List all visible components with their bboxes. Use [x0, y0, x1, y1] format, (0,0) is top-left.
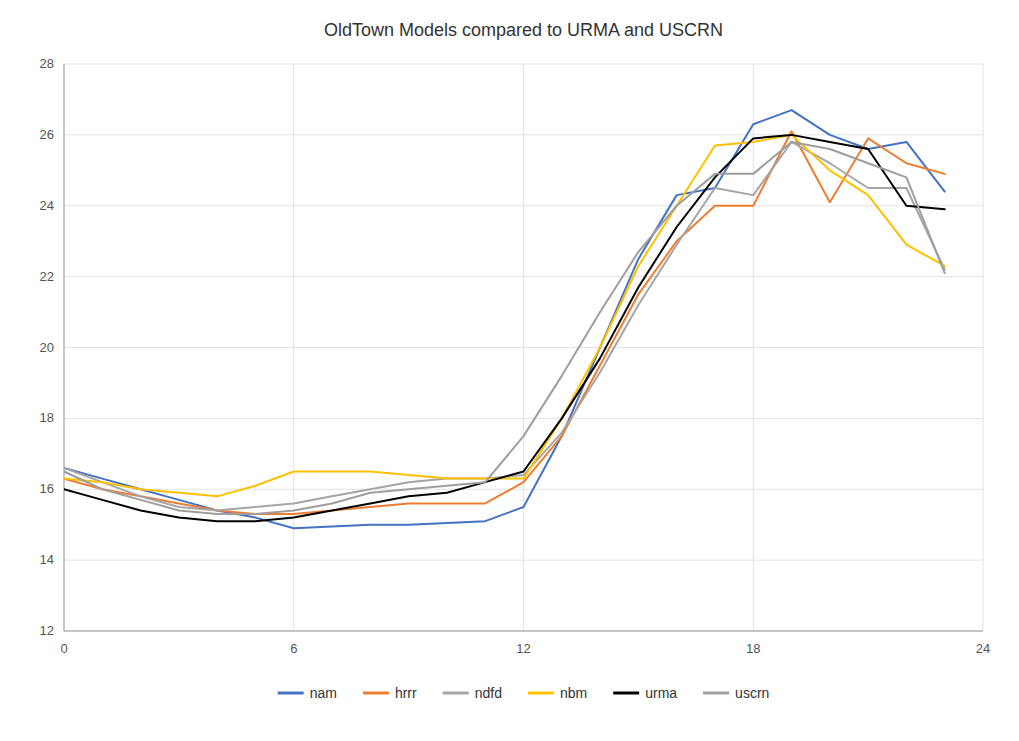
y-tick-label: 16 [40, 481, 54, 496]
series-line [64, 135, 945, 521]
x-grid-line [293, 64, 294, 631]
y-tick-label: 14 [40, 552, 54, 567]
y-tick-label: 12 [40, 623, 54, 638]
y-axis-line [64, 64, 65, 631]
y-tick-label: 24 [40, 198, 54, 213]
x-axis-line [64, 631, 983, 632]
x-tick-label: 6 [290, 641, 297, 656]
y-tick-label: 28 [40, 56, 54, 71]
y-tick-label: 18 [40, 410, 54, 425]
legend-item: hrrr [363, 685, 417, 701]
legend-label: nbm [560, 685, 587, 701]
legend-item: uscrn [703, 685, 769, 701]
series-line [64, 110, 945, 528]
y-grid-line [64, 631, 983, 632]
legend-label: urma [645, 685, 677, 701]
x-tick-label: 24 [976, 641, 990, 656]
series-line [64, 131, 945, 514]
x-grid-line [523, 64, 524, 631]
legend-label: ndfd [475, 685, 502, 701]
grid [64, 64, 983, 631]
y-tick-label: 22 [40, 269, 54, 284]
legend-item: nbm [528, 685, 587, 701]
series-line [64, 142, 945, 511]
x-tick-label: 0 [60, 641, 67, 656]
legend-label: uscrn [735, 685, 769, 701]
chart: OldTown Models compared to URMA and USCR… [0, 0, 1019, 741]
legend-label: nam [310, 685, 337, 701]
x-grid-line [753, 64, 754, 631]
legend-item: nam [278, 685, 337, 701]
legend-swatch [613, 692, 639, 695]
y-tick-label: 20 [40, 340, 54, 355]
title: OldTown Models compared to URMA and USCR… [324, 20, 723, 40]
legend: nam hrrr ndfd nbm urma uscrn [278, 685, 770, 701]
y-tick-label: 26 [40, 127, 54, 142]
x-grid-line [983, 64, 984, 631]
legend-label: hrrr [395, 685, 417, 701]
legend-swatch [443, 692, 469, 695]
legend-swatch [703, 692, 729, 695]
x-tick-label: 18 [746, 641, 760, 656]
legend-swatch [363, 692, 389, 695]
series-line [64, 135, 945, 496]
series-group [64, 110, 945, 528]
x-tick-label: 12 [516, 641, 530, 656]
x-grid-line [64, 64, 65, 631]
series-line [64, 142, 945, 514]
legend-swatch [528, 692, 554, 695]
legend-item: urma [613, 685, 677, 701]
legend-swatch [278, 692, 304, 695]
legend-item: ndfd [443, 685, 502, 701]
